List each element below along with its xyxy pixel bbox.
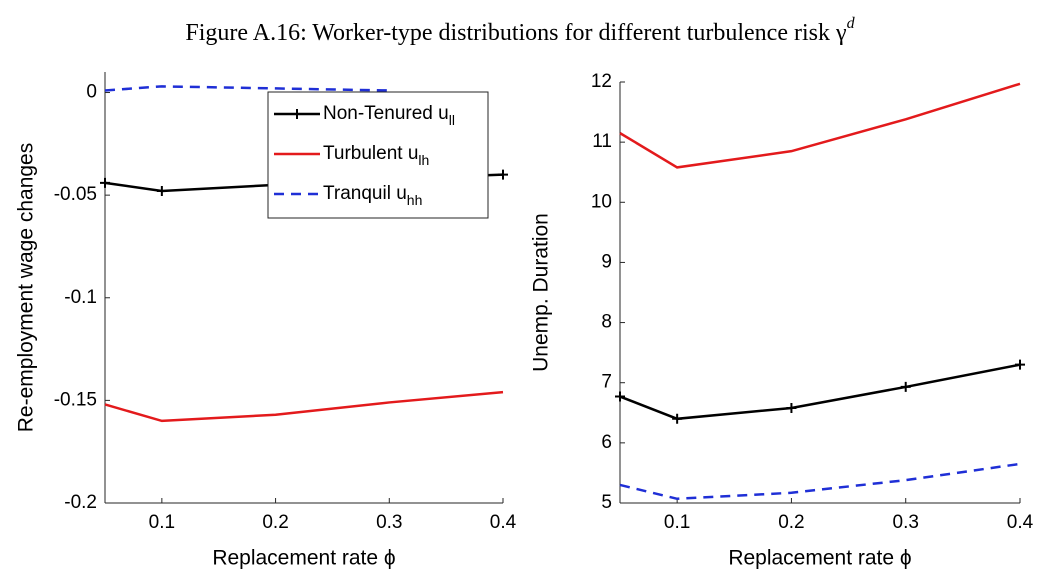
x-tick-label: 0.1 (149, 512, 175, 533)
y-tick-label: -0.2 (64, 492, 97, 513)
point-marker (900, 381, 911, 392)
legend-name: Turbulent u (323, 143, 418, 164)
y-axis-label: Unemp. Duration (530, 213, 553, 372)
x-tick-label: 0.3 (893, 512, 919, 533)
y-tick-label: 7 (601, 372, 612, 393)
y-tick-label: -0.1 (64, 287, 97, 308)
y-tick-label: 6 (601, 432, 612, 453)
series-line (104, 85, 390, 92)
y-tick-label: 9 (601, 251, 612, 272)
x-tick-label: 0.4 (1007, 512, 1034, 533)
legend-sub: hh (407, 192, 423, 208)
y-axis-label: Re-employment wage changes (15, 143, 38, 433)
point-marker (498, 169, 508, 180)
y-tick-label: -0.15 (54, 389, 97, 410)
legend-entry: Tranquil uhh (323, 183, 422, 208)
x-tick-label: 0.2 (262, 512, 288, 533)
y-tick-label: 11 (592, 131, 612, 152)
legend-entry: Turbulent ulh (323, 143, 429, 168)
y-tick-label: 0 (86, 82, 97, 103)
x-axis-label: Replacement rate ϕ (728, 547, 911, 570)
point-marker (156, 186, 167, 197)
legend-name: Non-Tenured u (323, 103, 449, 124)
x-tick-label: 0.2 (778, 512, 804, 533)
series-line (619, 82, 1021, 169)
series-line (104, 390, 504, 423)
title-text: Figure A.16: Worker-type distributions f… (185, 20, 847, 46)
x-axis-label: Replacement rate ϕ (212, 547, 395, 570)
y-tick-label: 10 (591, 191, 612, 212)
y-tick-label: 8 (601, 312, 612, 333)
y-tick-label: -0.05 (54, 184, 97, 205)
series-line (619, 363, 1021, 421)
x-tick-label: 0.3 (376, 512, 402, 533)
point-marker (615, 391, 625, 402)
legend-marker (292, 109, 302, 119)
legend-name: Tranquil u (323, 183, 407, 204)
figure-title: Figure A.16: Worker-type distributions f… (185, 15, 855, 46)
point-marker (100, 177, 110, 188)
x-tick-label: 0.1 (664, 512, 690, 533)
series-line (619, 462, 1021, 501)
y-tick-label: 5 (601, 492, 612, 513)
y-tick-label: 12 (591, 71, 612, 92)
legend-entry: Non-Tenured ull (323, 103, 455, 128)
title-sup: d (847, 15, 856, 32)
legend-sub: ll (449, 112, 455, 128)
point-marker (672, 413, 683, 424)
point-marker (786, 402, 797, 413)
x-tick-label: 0.4 (490, 512, 517, 533)
legend-sub: lh (418, 152, 429, 168)
point-marker (1015, 359, 1025, 370)
